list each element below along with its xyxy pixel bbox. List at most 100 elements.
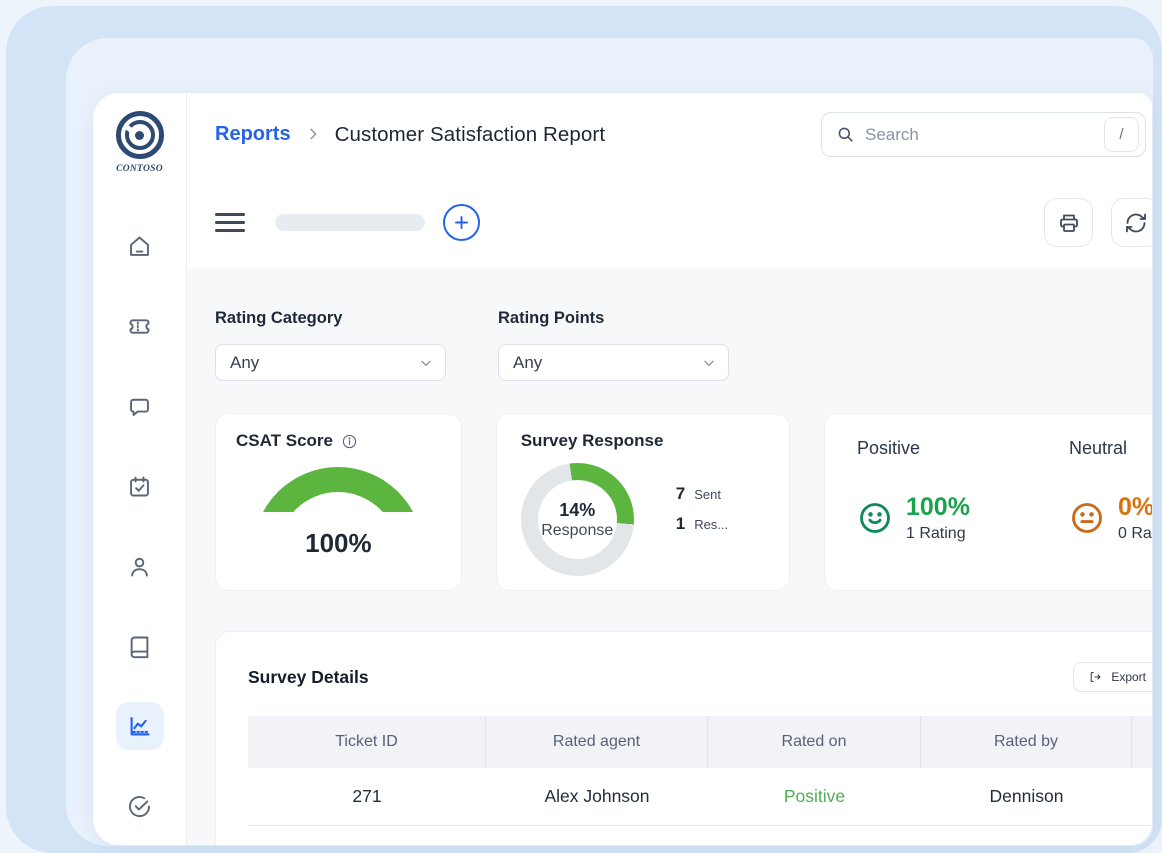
survey-response-card: Survey Response 14% Response 7 Sent <box>495 413 790 591</box>
rating-points-label: Rating Points <box>498 309 605 327</box>
meh-icon <box>1072 503 1102 533</box>
search-input[interactable] <box>855 124 1104 145</box>
rating-points-select[interactable]: Any <box>498 344 729 381</box>
sidebar-item-tickets[interactable] <box>116 302 164 350</box>
export-icon <box>1091 672 1101 682</box>
rating-category-select[interactable]: Any <box>215 344 446 381</box>
sentiment-card: Positive 100% 1 Rating Neutral <box>824 413 1152 591</box>
responses-value: 1 <box>675 513 686 533</box>
survey-details-title: Survey Details <box>248 666 369 687</box>
sidebar-item-home[interactable] <box>116 222 164 270</box>
report-content: Rating Category Any Rating Points Any <box>187 269 1152 845</box>
page-header: Reports Customer Satisfaction Report / <box>187 93 1152 176</box>
column-header-ticket-id[interactable]: Ticket ID <box>248 716 486 768</box>
legend-responses: 1 Res... <box>676 514 728 534</box>
chevron-down-icon <box>421 360 431 366</box>
filter-rating-category: Rating Category Any <box>215 309 446 381</box>
responses-label: Res... <box>694 516 729 532</box>
rating-points-value: Any <box>513 352 543 372</box>
breadcrumb-reports-link[interactable]: Reports <box>215 123 291 145</box>
table-row-partial <box>248 826 1152 845</box>
export-button[interactable]: Export <box>1073 662 1152 692</box>
neutral-rating-block: Neutral 0% 0 Ratings <box>1069 438 1152 590</box>
info-icon[interactable] <box>341 433 358 450</box>
filters-row: Rating Category Any Rating Points Any <box>215 309 1152 381</box>
contoso-logo[interactable]: CONTOSO <box>115 111 164 174</box>
positive-rating-block: Positive 100% 1 Rating <box>857 438 1007 590</box>
sidebar-item-tasks[interactable] <box>116 462 164 510</box>
sidebar-item-chat[interactable] <box>116 382 164 430</box>
contoso-logo-mark <box>115 111 164 159</box>
contoso-logo-text: CONTOSO <box>116 164 163 174</box>
app-window: CONTOSO <box>93 93 1152 845</box>
rating-category-label: Rating Category <box>215 309 343 327</box>
cell-rated-agent: Alex Johnson <box>544 786 650 806</box>
export-label: Export <box>1111 670 1146 684</box>
sidebar-item-knowledge-base[interactable] <box>116 622 164 670</box>
table-header-row: Ticket ID Rated agent Rated on Rated by <box>248 716 1152 768</box>
donut-legend: 7 Sent 1 Res... <box>676 484 728 534</box>
search-box[interactable]: / <box>821 112 1146 157</box>
refresh-button[interactable] <box>1111 198 1152 247</box>
cell-rated-on: Positive <box>783 786 846 806</box>
csat-gauge: 100% <box>253 467 424 557</box>
neutral-count: 0 Ratings <box>1118 525 1152 542</box>
sent-value: 7 <box>675 483 686 503</box>
survey-details-table: Ticket ID Rated agent Rated on Rated by … <box>248 716 1152 845</box>
positive-count: 1 Rating <box>906 525 966 542</box>
sidebar-item-analytics[interactable] <box>115 702 164 750</box>
csat-score-title: CSAT Score <box>236 431 333 450</box>
plus-icon <box>455 216 468 229</box>
sidebar-nav <box>115 222 164 830</box>
positive-label: Positive <box>857 438 921 458</box>
neutral-percent: 0% <box>1118 493 1152 521</box>
positive-percent: 100% <box>906 493 970 521</box>
book-icon <box>130 636 149 658</box>
column-header-extra[interactable] <box>1132 716 1152 768</box>
main-area: Reports Customer Satisfaction Report / <box>187 93 1152 845</box>
response-percent: 14% <box>559 499 596 520</box>
cell-extra <box>1132 768 1152 825</box>
check-circle-icon <box>128 795 151 817</box>
sidebar: CONTOSO <box>93 93 187 845</box>
sidebar-item-contacts[interactable] <box>116 542 164 590</box>
survey-response-donut: 14% Response <box>520 463 634 576</box>
neutral-label: Neutral <box>1069 438 1128 458</box>
smile-icon <box>860 503 890 533</box>
cell-rated-by: Dennison <box>989 786 1064 806</box>
menu-button[interactable] <box>215 212 245 233</box>
print-button[interactable] <box>1044 198 1093 247</box>
csat-score-card: CSAT Score 100% <box>215 413 462 591</box>
chevron-down-icon <box>704 360 714 366</box>
metric-cards-row: CSAT Score 100% Survey Response <box>215 413 1152 591</box>
sent-label: Sent <box>694 486 721 502</box>
csat-score-value: 100% <box>305 528 372 557</box>
response-percent-label: Response <box>541 521 614 539</box>
table-row[interactable]: 271 Alex Johnson Positive Dennison <box>248 768 1152 826</box>
printer-icon <box>1059 214 1078 232</box>
sidebar-item-approvals[interactable] <box>116 782 164 830</box>
calendar-check-icon <box>130 476 149 496</box>
legend-sent: 7 Sent <box>676 484 728 504</box>
refresh-icon <box>1125 213 1146 232</box>
column-header-rated-on[interactable]: Rated on <box>708 716 921 768</box>
home-icon <box>130 236 149 256</box>
column-header-rated-by[interactable]: Rated by <box>921 716 1132 768</box>
survey-details-card: Survey Details Export Ticket ID Rated ag… <box>215 631 1152 845</box>
search-icon <box>838 127 853 142</box>
person-icon <box>131 557 148 576</box>
add-button[interactable] <box>443 204 480 241</box>
column-header-rated-agent[interactable]: Rated agent <box>486 716 708 768</box>
search-shortcut-badge: / <box>1104 117 1139 152</box>
survey-response-title: Survey Response <box>520 431 664 450</box>
filter-rating-points: Rating Points Any <box>498 309 729 381</box>
page-title: Customer Satisfaction Report <box>334 122 606 146</box>
breadcrumb <box>291 124 335 145</box>
loading-placeholder-bar <box>275 214 425 231</box>
ticket-icon <box>129 318 150 334</box>
analytics-chart-icon <box>130 716 150 735</box>
chat-icon <box>130 398 149 416</box>
rating-category-value: Any <box>230 352 260 372</box>
cell-ticket-id: 271 <box>352 786 382 806</box>
toolbar <box>187 176 1152 269</box>
